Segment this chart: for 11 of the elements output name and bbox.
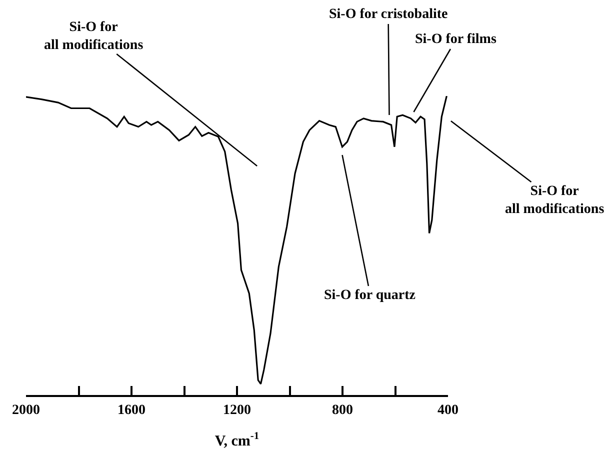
annotation: Si-O for quartz [324, 288, 416, 303]
text: Si-O for films [415, 32, 497, 47]
x-axis-title: V, cm$^{-1}$ [214, 431, 260, 450]
text: Si-O for all modifications [44, 20, 144, 54]
x-tick-label: 800 [332, 402, 353, 418]
text: Si-O for cristobalite [329, 7, 448, 22]
x-tick-label: 1600 [118, 402, 146, 418]
x-tick-label: 1200 [223, 402, 251, 418]
x-tick-label: 2000 [12, 402, 40, 418]
text: Si-O for all modifications [505, 184, 605, 218]
x-tick-label: 400 [438, 402, 458, 418]
